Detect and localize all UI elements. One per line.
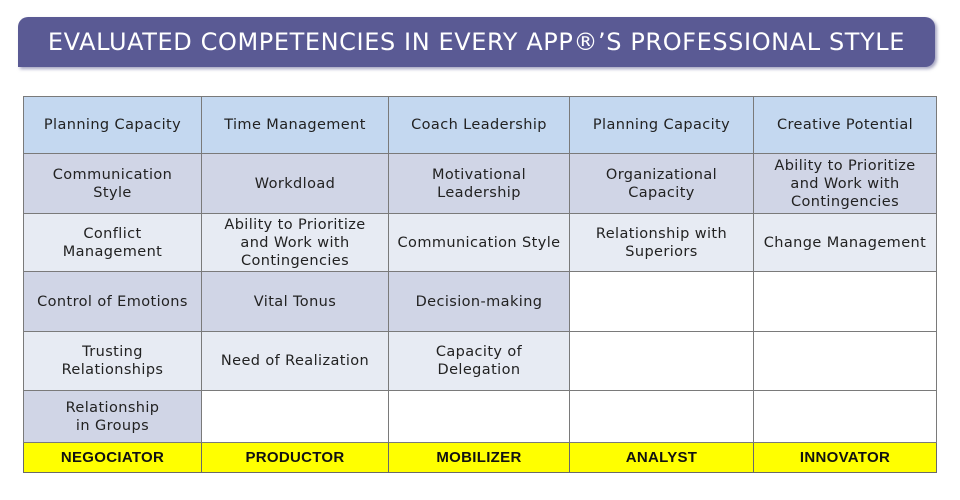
table-cell-empty [569,271,754,332]
table-cell: Creative Potential [753,96,937,154]
title-banner: EVALUATED COMPETENCIES IN EVERY APP®’S P… [18,17,935,67]
table-cell: Organizational Capacity [569,153,754,214]
style-header-row: NEGOCIATOR PRODUCTOR MOBILIZER ANALYST I… [23,442,937,473]
table-cell-empty [569,331,754,391]
table-cell: Workdload [201,153,389,214]
table-cell: Need of Realization [201,331,389,391]
table-cell-empty [201,390,389,443]
table-row: Conflict Management Ability to Prioritiz… [23,213,937,272]
table-cell: Change Management [753,213,937,272]
table-row: Communication Style Workdload Motivation… [23,153,937,214]
table-cell: Coach Leadership [388,96,570,154]
table-cell-empty [753,271,937,332]
table-cell: Vital Tonus [201,271,389,332]
table-cell: Decision-making [388,271,570,332]
table-cell: Planning Capacity [23,96,202,154]
table-cell: Capacity of Delegation [388,331,570,391]
table-cell: Conflict Management [23,213,202,272]
table-cell: Ability to Prioritize and Work with Cont… [753,153,937,214]
table-cell: Planning Capacity [569,96,754,154]
style-label-innovator: INNOVATOR [753,442,937,473]
table-cell: Trusting Relationships [23,331,202,391]
table-cell: Relationship with Superiors [569,213,754,272]
style-label-productor: PRODUCTOR [201,442,389,473]
table-cell-empty [753,390,937,443]
table-row: Trusting Relationships Need of Realizati… [23,331,937,391]
competencies-table: Planning Capacity Time Management Coach … [23,96,937,473]
table-cell: Relationship in Groups [23,390,202,443]
page-title: EVALUATED COMPETENCIES IN EVERY APP®’S P… [47,28,906,56]
table-cell: Motivational Leadership [388,153,570,214]
style-label-analyst: ANALYST [569,442,754,473]
style-label-mobilizer: MOBILIZER [388,442,570,473]
table-cell-empty [753,331,937,391]
table-row: Control of Emotions Vital Tonus Decision… [23,271,937,332]
table-cell-empty [388,390,570,443]
table-cell: Communication Style [388,213,570,272]
table-cell: Ability to Prioritize and Work with Cont… [201,213,389,272]
table-cell: Communication Style [23,153,202,214]
table-cell: Control of Emotions [23,271,202,332]
style-label-negociator: NEGOCIATOR [23,442,202,473]
table-cell-empty [569,390,754,443]
table-cell: Time Management [201,96,389,154]
table-row: Relationship in Groups [23,390,937,443]
table-row: Planning Capacity Time Management Coach … [23,96,937,154]
